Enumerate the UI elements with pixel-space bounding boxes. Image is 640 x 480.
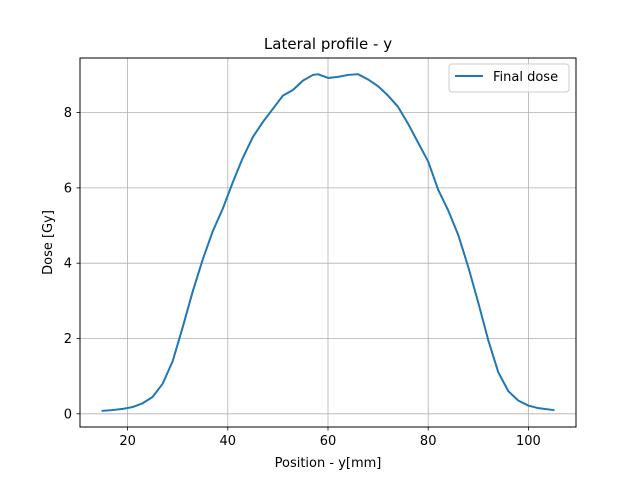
chart-title: Lateral profile - y	[264, 35, 392, 53]
series-layer	[101, 73, 555, 412]
series-line-final-dose	[101, 73, 555, 412]
x-tick-label: 40	[220, 434, 237, 449]
x-tick-label: 80	[420, 434, 437, 449]
y-tick-label: 4	[64, 257, 72, 272]
x-tick-label: 60	[320, 434, 337, 449]
grid	[80, 58, 576, 427]
x-tick-label: 20	[119, 434, 136, 449]
y-tick-label: 0	[64, 407, 72, 422]
legend-box	[448, 63, 570, 93]
x-tick-label: 100	[516, 434, 541, 449]
ticks: 20 40 60 80 100 0 2 4 6 8	[64, 106, 541, 449]
y-axis-label: Dose [Gy]	[41, 210, 56, 275]
legend-label: Final dose	[493, 70, 558, 85]
x-axis-label: Position - y[mm]	[275, 456, 382, 471]
legend: Final dose	[448, 63, 570, 93]
y-tick-label: 8	[64, 106, 72, 121]
y-tick-label: 2	[64, 332, 72, 347]
y-tick-label: 6	[64, 181, 72, 196]
